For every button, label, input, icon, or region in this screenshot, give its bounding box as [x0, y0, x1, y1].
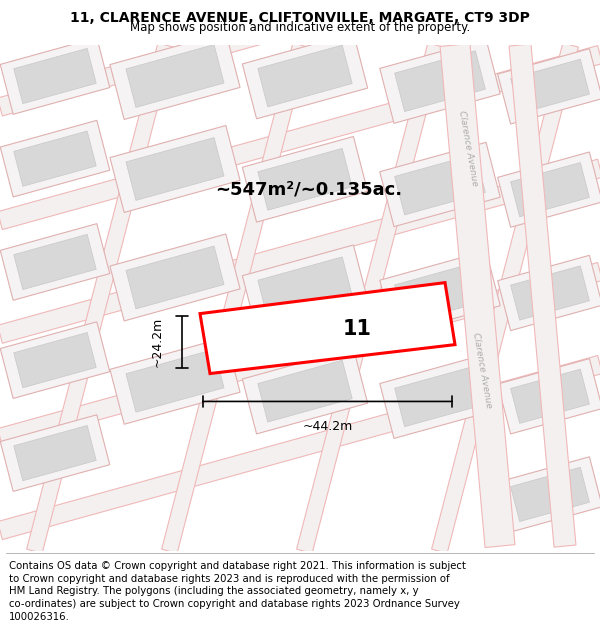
Polygon shape — [0, 224, 110, 300]
Polygon shape — [395, 366, 485, 427]
Polygon shape — [511, 468, 589, 521]
Text: ~547m²/~0.135ac.: ~547m²/~0.135ac. — [215, 181, 402, 199]
Polygon shape — [242, 33, 368, 119]
Text: Contains OS data © Crown copyright and database right 2021. This information is : Contains OS data © Crown copyright and d… — [9, 561, 466, 571]
Polygon shape — [126, 349, 224, 412]
Polygon shape — [395, 262, 485, 323]
Polygon shape — [26, 43, 173, 553]
Polygon shape — [440, 44, 515, 548]
Polygon shape — [0, 322, 110, 398]
Polygon shape — [497, 359, 600, 434]
Polygon shape — [126, 138, 224, 201]
Polygon shape — [0, 415, 110, 491]
Polygon shape — [395, 51, 485, 111]
Polygon shape — [242, 348, 368, 434]
Polygon shape — [0, 121, 110, 197]
Polygon shape — [511, 59, 589, 114]
Polygon shape — [0, 262, 600, 447]
Polygon shape — [258, 45, 352, 107]
Polygon shape — [258, 360, 352, 422]
Text: ~44.2m: ~44.2m — [302, 420, 353, 433]
Text: HM Land Registry. The polygons (including the associated geometry, namely x, y: HM Land Registry. The polygons (includin… — [9, 586, 419, 596]
Polygon shape — [511, 266, 589, 320]
Polygon shape — [0, 46, 600, 229]
Polygon shape — [0, 38, 110, 114]
Text: 11, CLARENCE AVENUE, CLIFTONVILLE, MARGATE, CT9 3DP: 11, CLARENCE AVENUE, CLIFTONVILLE, MARGA… — [70, 11, 530, 25]
Text: 100026316.: 100026316. — [9, 612, 70, 622]
Polygon shape — [380, 39, 500, 123]
Polygon shape — [14, 332, 96, 388]
Polygon shape — [497, 49, 600, 124]
Polygon shape — [110, 32, 240, 119]
Polygon shape — [0, 356, 600, 539]
Polygon shape — [380, 354, 500, 438]
Text: ~24.2m: ~24.2m — [151, 317, 164, 367]
Polygon shape — [258, 148, 352, 210]
Polygon shape — [110, 126, 240, 213]
Text: Clarence Avenue: Clarence Avenue — [457, 110, 479, 187]
Polygon shape — [258, 257, 352, 319]
Polygon shape — [14, 131, 96, 186]
Polygon shape — [161, 43, 308, 553]
Polygon shape — [14, 234, 96, 289]
Polygon shape — [14, 48, 96, 104]
Polygon shape — [110, 338, 240, 424]
Polygon shape — [511, 162, 589, 217]
Polygon shape — [126, 246, 224, 309]
Polygon shape — [497, 152, 600, 228]
Polygon shape — [14, 426, 96, 481]
Polygon shape — [497, 255, 600, 331]
Text: Map shows position and indicative extent of the property.: Map shows position and indicative extent… — [130, 21, 470, 34]
Polygon shape — [242, 245, 368, 331]
Polygon shape — [380, 142, 500, 227]
Polygon shape — [509, 44, 576, 547]
Polygon shape — [296, 43, 443, 553]
Polygon shape — [431, 43, 578, 553]
Polygon shape — [380, 251, 500, 335]
Polygon shape — [242, 136, 368, 222]
Polygon shape — [497, 457, 600, 532]
Text: to Crown copyright and database rights 2023 and is reproduced with the permissio: to Crown copyright and database rights 2… — [9, 574, 449, 584]
Polygon shape — [200, 282, 455, 374]
Polygon shape — [395, 154, 485, 215]
Text: co-ordinates) are subject to Crown copyright and database rights 2023 Ordnance S: co-ordinates) are subject to Crown copyr… — [9, 599, 460, 609]
Text: Clarence Avenue: Clarence Avenue — [471, 332, 493, 409]
Polygon shape — [0, 0, 600, 116]
Polygon shape — [126, 44, 224, 107]
Polygon shape — [511, 369, 589, 423]
Polygon shape — [110, 234, 240, 321]
Text: 11: 11 — [343, 319, 372, 339]
Polygon shape — [0, 159, 600, 343]
